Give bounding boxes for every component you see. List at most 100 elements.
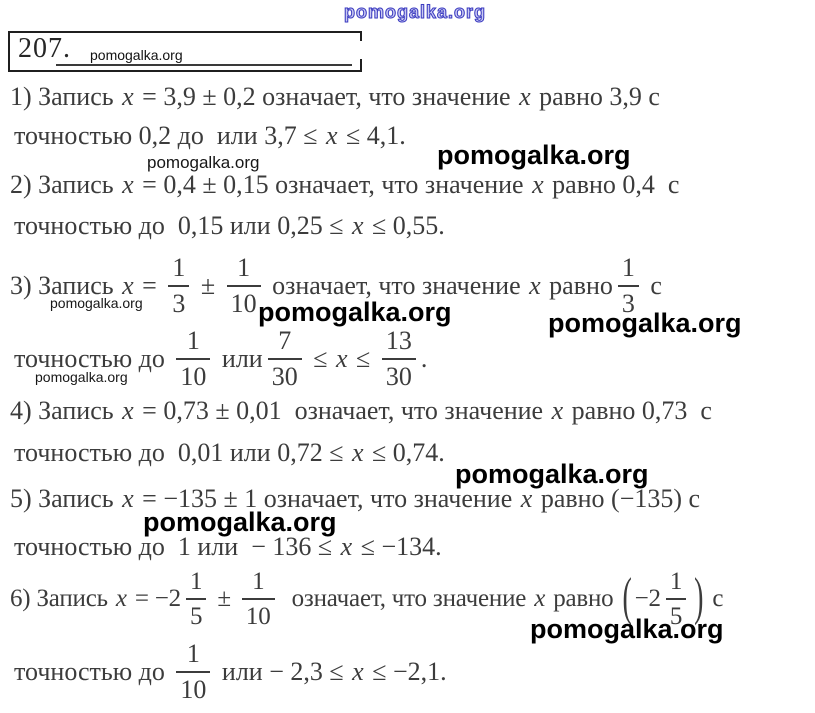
- watermark-small-2: pomogalka.org: [50, 295, 143, 311]
- math-text: с: [643, 271, 662, 301]
- fraction: 1 10: [176, 641, 211, 703]
- fraction-numerator: 1: [252, 568, 265, 595]
- math-text: ≤: [306, 344, 334, 374]
- big-paren: ): [694, 568, 704, 628]
- math-text: равно 0,73 с: [565, 396, 712, 426]
- fraction-denominator: 10: [176, 358, 211, 390]
- item-4-line-2: точностью до 0,01 или 0,72 ≤ x ≤ 0,74.: [14, 438, 445, 468]
- math-text: означает, что значение: [279, 584, 533, 612]
- box-underline: pomogalka.org: [56, 44, 352, 66]
- watermark-bold-5: pomogalka.org: [143, 507, 337, 537]
- math-text: 5) Запись: [10, 484, 121, 514]
- watermark-bold-6: pomogalka.org: [530, 614, 724, 644]
- math-variable: x: [336, 344, 348, 374]
- math-variable: x: [115, 584, 127, 612]
- math-text: равно: [547, 584, 620, 612]
- fraction-numerator: 1: [172, 253, 186, 282]
- fraction-denominator: 30: [381, 358, 416, 390]
- math-text: точностью до 1 или − 136 ≤: [14, 532, 339, 562]
- math-variable: x: [351, 438, 364, 468]
- fraction-denominator: 10: [226, 285, 261, 317]
- item-4-line-1: 4) Запись x = 0,73 ± 0,01 означает, что …: [10, 396, 712, 426]
- math-text: = −2: [128, 584, 181, 612]
- problem-number: 207.: [18, 33, 71, 64]
- fraction: 1 10: [241, 568, 275, 629]
- math-variable: x: [519, 82, 531, 112]
- fraction-denominator: 30: [267, 358, 302, 390]
- fraction-denominator: 3: [617, 285, 639, 317]
- math-variable: x: [534, 584, 546, 612]
- math-text: ±: [211, 584, 237, 612]
- fraction-numerator: 7: [278, 326, 292, 355]
- math-variable: x: [122, 82, 134, 112]
- math-text: 4) Запись: [10, 396, 121, 426]
- math-text: = 3,9 ± 0,2 означает, что значение: [135, 82, 518, 112]
- fraction-numerator: 1: [621, 253, 635, 282]
- item-6-line-2: точностью до 1 10 или − 2,3 ≤ x ≤ −2,1.: [14, 641, 447, 703]
- math-text: точностью 0,2 до или 3,7 ≤: [14, 121, 324, 151]
- fraction: 1 10: [176, 326, 211, 390]
- math-text: 3) Запись: [10, 271, 121, 301]
- math-text: .: [420, 344, 428, 374]
- math-text: = 0,4 ± 0,15 означает, что значение: [135, 170, 531, 200]
- watermark-small-1: pomogalka.org: [147, 153, 260, 172]
- math-text: 1) Запись: [10, 82, 121, 112]
- math-text: точностью до 0,01 или 0,72 ≤: [14, 438, 350, 468]
- math-text: с: [706, 584, 724, 612]
- math-text: = 0,73 ± 0,01 означает, что значение: [135, 396, 550, 426]
- big-paren: (: [622, 568, 632, 628]
- box-border-gap: [359, 41, 362, 59]
- math-variable: x: [122, 396, 134, 426]
- fraction-numerator: 1: [669, 568, 683, 595]
- fraction-denominator: 5: [185, 598, 207, 629]
- math-text: −2: [634, 584, 661, 612]
- math-text: точностью до: [14, 657, 172, 687]
- math-text: ≤ −2,1.: [365, 657, 447, 687]
- math-text: точностью до: [14, 344, 172, 374]
- math-text: или: [215, 344, 263, 374]
- problem-number-box: 207. pomogalka.org: [8, 31, 362, 72]
- fraction-denominator: 5: [665, 598, 687, 629]
- math-text: ≤ 0,74.: [365, 438, 445, 468]
- math-text: точностью до 0,15 или 0,25 ≤: [14, 211, 350, 241]
- watermark-bold-2: pomogalka.org: [258, 297, 452, 327]
- fraction-denominator: 3: [168, 285, 190, 317]
- item-2-line-2: точностью до 0,15 или 0,25 ≤ x ≤ 0,55.: [14, 211, 445, 241]
- item-1-line-2: точностью 0,2 до или 3,7 ≤ x ≤ 4,1.: [14, 121, 406, 151]
- math-text: равно 0,4 с: [545, 170, 680, 200]
- math-variable: x: [325, 121, 338, 151]
- watermark-box: pomogalka.org: [90, 47, 183, 63]
- item-5-line-1: 5) Запись x = −135 ± 1 означает, что зна…: [10, 484, 700, 514]
- math-text: ±: [194, 271, 222, 301]
- math-text: = −135 ± 1 означает, что значение: [135, 484, 519, 514]
- fraction: 1 10: [226, 255, 261, 317]
- math-variable: x: [529, 271, 541, 301]
- math-text: равно: [542, 271, 613, 301]
- fraction-numerator: 1: [186, 326, 200, 355]
- fraction: 7 30: [267, 326, 302, 390]
- math-text: означает, что значение: [265, 271, 528, 301]
- math-text: ≤ 4,1.: [339, 121, 406, 151]
- math-text: ≤ 0,55.: [365, 211, 445, 241]
- fraction: 13 30: [381, 326, 416, 390]
- fraction-numerator: 13: [385, 326, 412, 355]
- math-text: ≤ −134.: [354, 532, 442, 562]
- math-variable: x: [122, 484, 134, 514]
- math-text: или − 2,3 ≤: [215, 657, 351, 687]
- math-variable: x: [122, 170, 134, 200]
- math-variable: x: [352, 657, 364, 687]
- item-5-line-2: точностью до 1 или − 136 ≤ x ≤ −134.: [14, 532, 442, 562]
- fraction-denominator: 10: [241, 598, 275, 629]
- math-variable: x: [122, 271, 134, 301]
- math-variable: x: [340, 532, 353, 562]
- math-text: ≤: [349, 344, 377, 374]
- math-variable: x: [520, 484, 533, 514]
- fraction-denominator: 10: [176, 671, 211, 703]
- math-text: 6) Запись: [10, 584, 114, 612]
- watermark-small-3: pomogalka.org: [35, 369, 128, 385]
